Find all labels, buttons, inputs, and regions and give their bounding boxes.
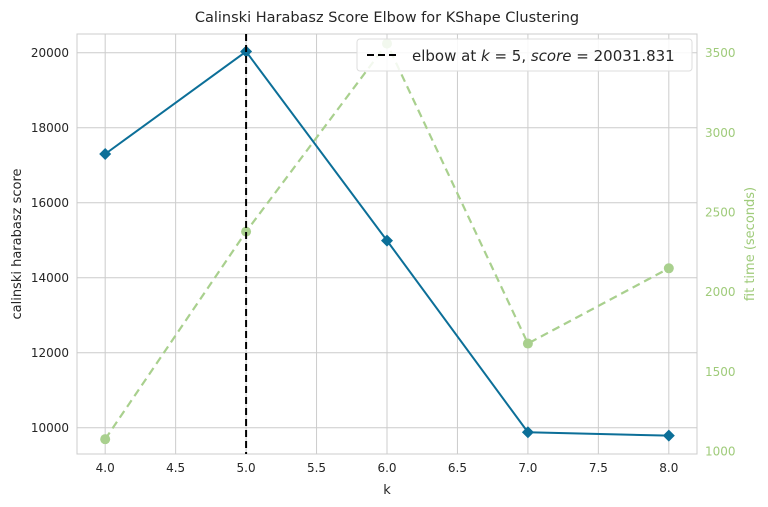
legend-suffix: = 20031.831 (572, 47, 675, 65)
y2-tick-label: 2500 (705, 206, 736, 220)
y2-tick-label: 1500 (705, 365, 736, 379)
y-tick-label: 18000 (31, 121, 69, 135)
x-tick-label: 7.5 (589, 461, 608, 475)
fit-time-point (522, 338, 533, 349)
x-tick-label: 4.5 (166, 461, 185, 475)
score-point (99, 148, 112, 160)
x-tick-label: 5.5 (307, 461, 326, 475)
legend-score-word: score (531, 47, 572, 65)
legend-prefix: elbow at (412, 47, 481, 65)
legend-box (356, 38, 693, 72)
legend: elbow at k = 5, score = 20031.831 (356, 38, 693, 72)
y-tick-label: 12000 (31, 346, 69, 360)
y2-tick-label: 1000 (705, 445, 736, 459)
y2-tick-label: 2000 (705, 285, 736, 299)
x-tick-label: 6.0 (377, 461, 396, 475)
x-ticks: 4.0 4.5 5.0 5.5 6.0 6.5 7.0 7.5 8.0 (96, 461, 679, 475)
x-tick-label: 7.0 (518, 461, 537, 475)
x-tick-label: 8.0 (659, 461, 678, 475)
y2-ticks: 1000 1500 2000 2500 3000 3500 (705, 46, 736, 458)
y2-tick-label: 3000 (705, 126, 736, 140)
x-axis-label: k (383, 483, 391, 498)
y2-tick-label: 3500 (705, 46, 736, 60)
score-point (521, 426, 534, 439)
y-tick-label: 20000 (31, 46, 69, 60)
legend-mid: = 5, (490, 47, 531, 65)
fit-time-point (663, 263, 674, 274)
score-point (381, 234, 393, 247)
y-axis-label: calinski harabasz score (10, 168, 25, 319)
fit-time-point (100, 434, 111, 445)
legend-elbow-label: elbow at k = 5, score = 20031.831 (412, 47, 675, 65)
score-point (662, 429, 675, 442)
y-tick-label: 14000 (31, 271, 69, 285)
x-tick-label: 4.0 (96, 461, 115, 475)
y-tick-label: 16000 (31, 196, 69, 210)
plot-frame (76, 33, 698, 455)
x-tick-label: 5.0 (237, 461, 256, 475)
y-ticks: 10000 12000 14000 16000 18000 20000 (31, 46, 69, 435)
chart-title: Calinski Harabasz Score Elbow for KShape… (195, 10, 579, 26)
y2-axis-label: fit time (seconds) (743, 187, 758, 301)
fit-time-point (241, 226, 252, 237)
y-tick-label: 10000 (31, 421, 69, 435)
x-tick-label: 6.5 (448, 461, 467, 475)
legend-k: k (481, 47, 491, 65)
